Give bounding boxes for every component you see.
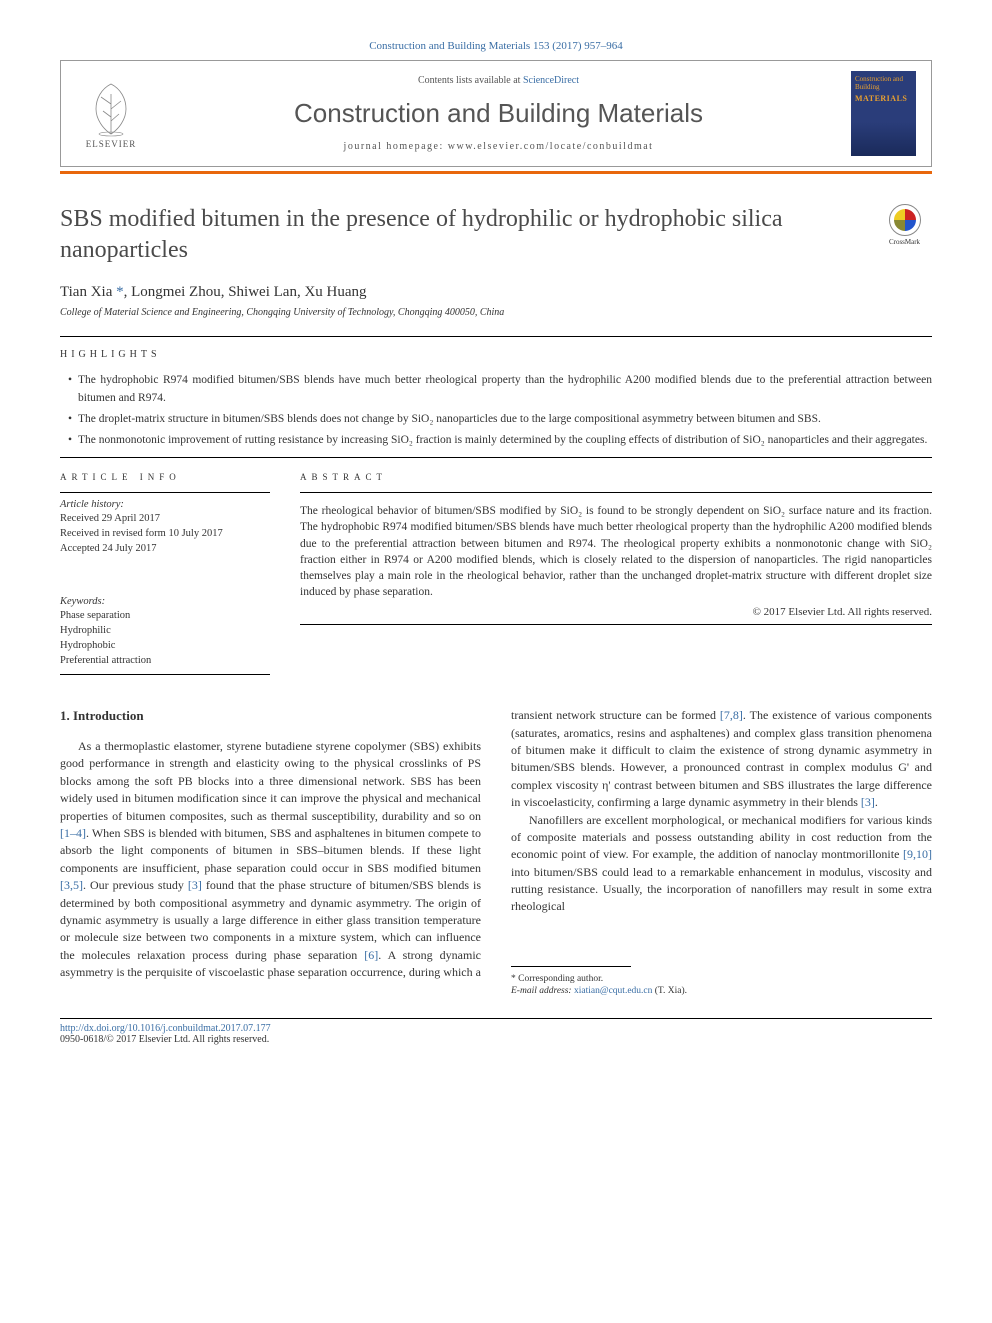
doi-line: http://dx.doi.org/10.1016/j.conbuildmat.…: [60, 1023, 932, 1034]
sciencedirect-link[interactable]: ScienceDirect: [523, 75, 579, 86]
author-name: Longmei Zhou: [131, 284, 221, 300]
keyword: Hydrophilic: [60, 624, 270, 639]
accepted-date: Accepted 24 July 2017: [60, 542, 270, 557]
divider: [300, 492, 932, 493]
crossmark-badge[interactable]: CrossMark: [877, 204, 932, 246]
contents-available: Contents lists available at ScienceDirec…: [146, 75, 851, 86]
journal-reference: Construction and Building Materials 153 …: [60, 40, 932, 52]
header-rule: [60, 171, 932, 174]
citation-link[interactable]: [7,8]: [720, 708, 743, 722]
author-list: Tian Xia *, Longmei Zhou, Shiwei Lan, Xu…: [60, 284, 932, 301]
keyword: Preferential attraction: [60, 654, 270, 669]
abstract-section: abstract The rheological behavior of bit…: [300, 472, 932, 681]
affiliation: College of Material Science and Engineer…: [60, 307, 932, 318]
divider: [60, 492, 270, 493]
author-name: Tian Xia: [60, 284, 112, 300]
keywords-heading: Keywords:: [60, 596, 270, 607]
footer-rule: [60, 1018, 932, 1019]
doi-link[interactable]: http://dx.doi.org/10.1016/j.conbuildmat.…: [60, 1023, 271, 1034]
citation-link[interactable]: [3]: [861, 795, 875, 809]
article-title: SBS modified bitumen in the presence of …: [60, 204, 857, 266]
footnote-rule: [511, 966, 631, 967]
article-info-heading: article info: [60, 472, 270, 482]
email-footnote: E-mail address: xiatian@cqut.edu.cn (T. …: [511, 985, 932, 997]
abstract-text: The rheological behavior of bitumen/SBS …: [300, 503, 932, 600]
citation-link[interactable]: [3,5]: [60, 878, 83, 892]
divider: [60, 336, 932, 337]
divider: [60, 674, 270, 675]
corresponding-author-footnote: * Corresponding author.: [511, 973, 932, 985]
journal-header: ELSEVIER Contents lists available at Sci…: [60, 60, 932, 167]
highlight-item: The hydrophobic R974 modified bitumen/SB…: [68, 372, 932, 407]
body-paragraph: Nanofillers are excellent morphological,…: [511, 812, 932, 916]
keyword: Hydrophobic: [60, 639, 270, 654]
keyword: Phase separation: [60, 609, 270, 624]
citation-link[interactable]: [3]: [188, 878, 202, 892]
tree-icon: [81, 79, 141, 139]
divider: [300, 624, 932, 625]
article-info-sidebar: article info Article history: Received 2…: [60, 472, 270, 681]
abstract-heading: abstract: [300, 472, 932, 482]
received-date: Received 29 April 2017: [60, 512, 270, 527]
author-name: Shiwei Lan: [228, 284, 297, 300]
publisher-name: ELSEVIER: [86, 139, 137, 149]
journal-title: Construction and Building Materials: [146, 98, 851, 129]
revised-date: Received in revised form 10 July 2017: [60, 527, 270, 542]
highlights-heading: highlights: [60, 349, 932, 360]
article-body: 1. Introduction As a thermoplastic elast…: [60, 707, 932, 997]
journal-cover-thumbnail: Construction and Building MATERIALS: [851, 71, 916, 156]
author-email-link[interactable]: xiatian@cqut.edu.cn: [574, 986, 652, 996]
copyright-notice: © 2017 Elsevier Ltd. All rights reserved…: [300, 606, 932, 618]
elsevier-logo: ELSEVIER: [76, 74, 146, 154]
corresponding-author-mark[interactable]: *: [116, 284, 124, 300]
author-name: Xu Huang: [304, 284, 366, 300]
section-heading: 1. Introduction: [60, 707, 481, 726]
citation-link[interactable]: [6]: [364, 948, 378, 962]
history-heading: Article history:: [60, 499, 270, 510]
divider: [60, 457, 932, 458]
issn-copyright: 0950-0618/© 2017 Elsevier Ltd. All right…: [60, 1034, 932, 1045]
highlights-section: highlights The hydrophobic R974 modified…: [60, 349, 932, 449]
crossmark-icon: [889, 204, 921, 236]
highlight-item: The nonmonotonic improvement of rutting …: [68, 432, 932, 449]
journal-homepage: journal homepage: www.elsevier.com/locat…: [146, 141, 851, 152]
citation-link[interactable]: [1–4]: [60, 826, 86, 840]
citation-link[interactable]: [9,10]: [903, 847, 932, 861]
highlight-item: The droplet-matrix structure in bitumen/…: [68, 411, 932, 428]
